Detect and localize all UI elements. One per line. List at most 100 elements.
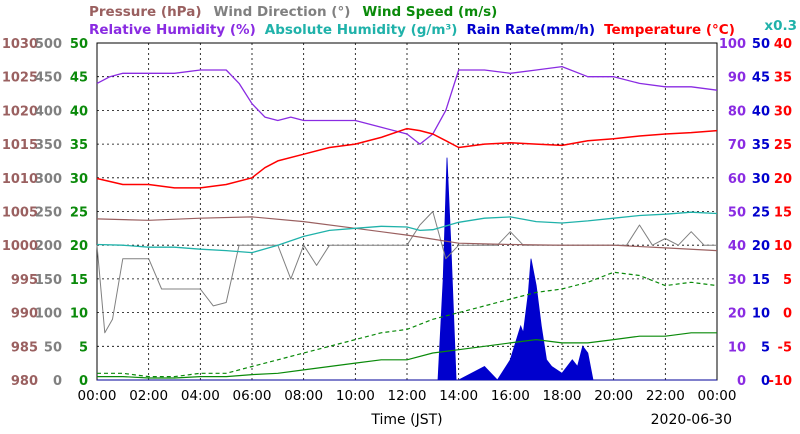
rain-scale-note: x0.3	[764, 18, 797, 34]
relative-humidity-tick-label: 90	[728, 71, 746, 86]
wind-direction-tick-label: 50	[44, 340, 62, 355]
pressure-tick-label: 1005	[2, 206, 38, 221]
relative-humidity-tick-label: 10	[728, 340, 746, 355]
series-relative-humidity-line	[96, 65, 718, 145]
temperature-tick-label: 20	[774, 172, 792, 187]
legend: Pressure (hPa) Wind Direction (°) Wind Spe…	[89, 4, 797, 38]
wind-direction-tick-label: 450	[35, 71, 62, 86]
pressure-tick-label: 1020	[2, 104, 38, 119]
temperature-tick-label: 25	[774, 138, 792, 153]
rain-rate-tick-label: 20	[752, 239, 770, 254]
legend-entry: Rain Rate(mm/h)	[466, 22, 595, 38]
legend-entry: Wind Direction (°)	[214, 4, 351, 20]
relative-humidity-tick-label: 50	[728, 206, 746, 221]
x-tick-label: 16:00	[491, 388, 530, 404]
x-tick-label: 22:00	[646, 388, 685, 404]
relative-humidity-tick-label: 100	[719, 37, 746, 52]
pressure-tick-label: 1010	[2, 172, 38, 187]
wind-direction-tick-label: 0	[53, 374, 62, 389]
rain-rate-tick-label: 15	[752, 273, 770, 288]
wind-speed-tick-label: 15	[70, 273, 88, 288]
temperature-tick-label: -5	[778, 340, 792, 355]
wind-speed-tick-label: 45	[70, 71, 88, 86]
legend-entry: Wind Speed (m/s)	[362, 4, 497, 20]
relative-humidity-tick-label: 70	[728, 138, 746, 153]
temperature-tick-label: 30	[774, 104, 792, 119]
pressure-tick-label: 990	[11, 307, 38, 322]
legend-entry: Absolute Humidity (g/m³)	[265, 22, 458, 38]
relative-humidity-tick-label: 20	[728, 307, 746, 322]
rain-rate-tick-label: 35	[752, 138, 770, 153]
series-rain-rate-area	[97, 157, 717, 381]
x-tick-label: 04:00	[181, 388, 220, 404]
x-tick-label: 00:00	[78, 388, 117, 404]
wind-direction-tick-label: 300	[35, 172, 62, 187]
wind-direction-tick-label: 500	[35, 37, 62, 52]
rain-rate-tick-label: 5	[761, 340, 770, 355]
pressure-tick-label: 1030	[2, 37, 38, 52]
wind-direction-tick-label: 200	[35, 239, 62, 254]
rain-rate-tick-label: 25	[752, 206, 770, 221]
legend-entry: Relative Humidity (%)	[89, 22, 256, 38]
rain-rate-tick-label: 50	[752, 37, 770, 52]
rain-rate-tick-label: 0	[761, 374, 770, 389]
pressure-tick-label: 985	[11, 340, 38, 355]
wind-direction-tick-label: 400	[35, 104, 62, 119]
rain-rate-tick-label: 30	[752, 172, 770, 187]
series-wind-speed-line	[97, 332, 717, 379]
wind-direction-tick-label: 100	[35, 307, 62, 322]
x-tick-label: 18:00	[543, 388, 582, 404]
temperature-tick-label: -10	[769, 374, 793, 389]
wind-speed-tick-label: 35	[70, 138, 88, 153]
x-tick-label: 02:00	[129, 388, 168, 404]
wind-speed-tick-label: 30	[70, 172, 88, 187]
x-axis-label: Time (JST)	[370, 412, 442, 428]
pressure-tick-label: 1000	[2, 239, 38, 254]
x-tick-label: 20:00	[594, 388, 633, 404]
series-wind-gust-line	[97, 271, 718, 378]
relative-humidity-tick-label: 40	[728, 239, 746, 254]
relative-humidity-tick-label: 60	[728, 172, 746, 187]
wind-speed-tick-label: 5	[79, 340, 88, 355]
wind-speed-tick-label: 50	[70, 37, 88, 52]
temperature-tick-label: 35	[774, 71, 792, 86]
rain-rate-tick-label: 45	[752, 71, 770, 86]
temperature-tick-label: 5	[783, 273, 792, 288]
x-tick-label: 14:00	[439, 388, 478, 404]
series-absolute-humidity-line	[96, 211, 718, 254]
relative-humidity-tick-label: 0	[737, 374, 746, 389]
legend-entry: Temperature (°C)	[604, 22, 735, 38]
temperature-tick-label: 40	[774, 37, 792, 52]
wind-speed-tick-label: 40	[70, 104, 88, 119]
tick-labels: 9809859909951000100510101015102010251030…	[2, 37, 792, 404]
wind-direction-tick-label: 150	[35, 273, 62, 288]
rain-rate-tick-label: 10	[752, 307, 770, 322]
data-layer	[96, 65, 718, 381]
wind-speed-tick-label: 0	[79, 374, 88, 389]
x-tick-label: 08:00	[284, 388, 323, 404]
series-pressure-line	[96, 216, 718, 252]
x-tick-label: 10:00	[336, 388, 375, 404]
rain-rate-tick-label: 40	[752, 104, 770, 119]
x-tick-label: 00:00	[698, 388, 737, 404]
relative-humidity-tick-label: 30	[728, 273, 746, 288]
wind-speed-tick-label: 20	[70, 239, 88, 254]
legend-entry: Pressure (hPa)	[89, 4, 202, 20]
x-tick-label: 06:00	[233, 388, 272, 404]
temperature-tick-label: 0	[783, 307, 792, 322]
x-tick-label: 12:00	[388, 388, 427, 404]
wind-speed-tick-label: 10	[70, 307, 88, 322]
pressure-tick-label: 1025	[2, 71, 38, 86]
series-temperature-line	[96, 127, 718, 189]
wind-direction-tick-label: 350	[35, 138, 62, 153]
pressure-tick-label: 995	[11, 273, 38, 288]
temperature-tick-label: 15	[774, 206, 792, 221]
date-label: 2020-06-30	[651, 412, 732, 428]
pressure-tick-label: 1015	[2, 138, 38, 153]
wind-direction-tick-label: 250	[35, 206, 62, 221]
relative-humidity-tick-label: 80	[728, 104, 746, 119]
pressure-tick-label: 980	[11, 374, 38, 389]
temperature-tick-label: 10	[774, 239, 792, 254]
